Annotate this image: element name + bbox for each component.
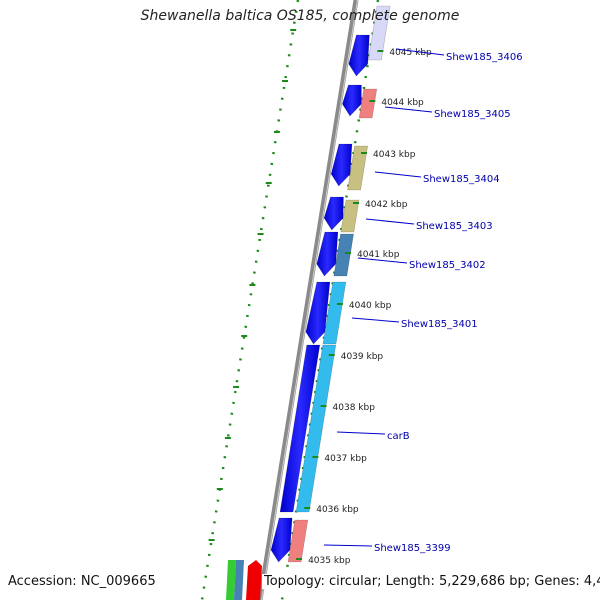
ruler-label: 4045 kbp bbox=[389, 48, 432, 58]
category-box bbox=[295, 344, 337, 513]
ruler-label: 4035 kbp bbox=[308, 556, 351, 566]
cds-arrow bbox=[330, 143, 353, 187]
topology-text: Topology: circular; Length: 5,229,686 bp… bbox=[262, 574, 600, 589]
outer-dotted-ring-left bbox=[200, 0, 300, 601]
gene-label: Shew185_3403 bbox=[416, 221, 493, 232]
gene-label: Shew185_3399 bbox=[374, 543, 451, 554]
gene-label-leader bbox=[384, 106, 433, 113]
cds-arrow bbox=[279, 344, 321, 513]
category-box bbox=[234, 560, 244, 600]
gene-label: Shew185_3405 bbox=[434, 109, 511, 120]
cds-arrow bbox=[348, 34, 370, 77]
ruler-label: 4043 kbp bbox=[373, 150, 416, 160]
ruler-label: 4037 kbp bbox=[324, 454, 367, 464]
gene-label-leader bbox=[365, 218, 415, 225]
cds-arrow bbox=[316, 231, 339, 277]
category-box bbox=[340, 199, 360, 233]
ruler-label: 4042 kbp bbox=[365, 200, 408, 210]
ruler-label: 4038 kbp bbox=[333, 403, 376, 413]
gene-label: carB bbox=[387, 431, 410, 442]
category-box bbox=[358, 88, 378, 119]
category-box bbox=[322, 281, 347, 345]
cds-arrow bbox=[246, 560, 262, 600]
category-box bbox=[287, 519, 309, 563]
gene-label: Shew185_3401 bbox=[401, 319, 478, 330]
gene-label-leader bbox=[351, 317, 400, 323]
cds-arrow bbox=[305, 281, 331, 345]
gene-label-leader bbox=[323, 544, 373, 547]
gene-label: Shew185_3406 bbox=[446, 52, 523, 63]
gene-label-leader bbox=[336, 431, 386, 435]
genome-backbone bbox=[257, 0, 359, 601]
category-box bbox=[333, 233, 354, 277]
ruler-label: 4040 kbp bbox=[349, 301, 392, 311]
category-box bbox=[347, 145, 368, 191]
category-box bbox=[368, 5, 391, 61]
genome-backbone-highlight bbox=[261, 0, 358, 601]
gene-label: Shew185_3404 bbox=[423, 174, 500, 185]
category-box bbox=[226, 560, 236, 600]
genome-title: Shewanella baltica OS185, complete genom… bbox=[140, 8, 460, 24]
gene-label: Shew185_3402 bbox=[409, 260, 486, 271]
ruler-label: 4036 kbp bbox=[316, 505, 359, 515]
cds-arrow bbox=[342, 84, 362, 117]
ruler-label: 4039 kbp bbox=[341, 352, 384, 362]
gene-label-leader bbox=[374, 171, 422, 178]
gene-label-leader bbox=[357, 257, 408, 264]
cds-arrow bbox=[270, 517, 293, 563]
accession-text: Accession: NC_009665 bbox=[8, 574, 156, 589]
cds-arrow bbox=[323, 196, 344, 231]
gene-label-leader bbox=[395, 48, 445, 56]
ruler-label: 4041 kbp bbox=[357, 250, 400, 260]
ruler-label: 4044 kbp bbox=[381, 98, 424, 108]
